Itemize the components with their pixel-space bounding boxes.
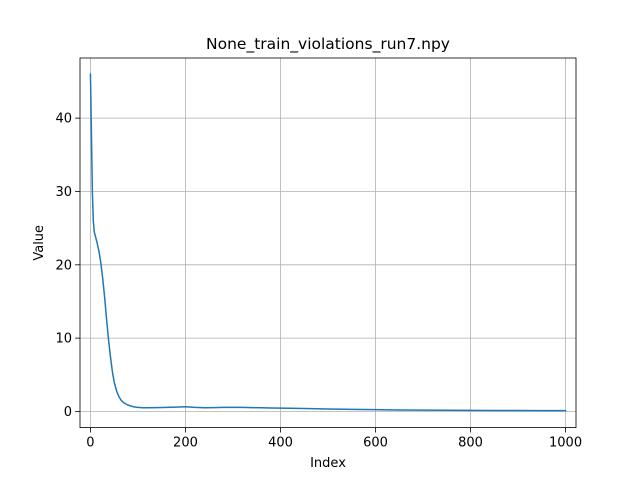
y-tick-label: 30 [55, 185, 72, 200]
ticks: 0 200 400 600 800 1000 0 10 20 30 40 [55, 112, 582, 451]
plot-frame [79, 57, 577, 429]
series-line [89, 73, 567, 412]
x-tick-label: 0 [86, 436, 94, 451]
series-layer [89, 73, 567, 412]
x-axis-label: Index [310, 456, 346, 471]
y-tick-label: 40 [55, 112, 72, 127]
y-tick-label: 10 [55, 332, 72, 347]
grid [80, 58, 576, 428]
y-axis-label: Value [32, 225, 47, 261]
chart-title: None_train_violations_run7.npy [206, 35, 450, 54]
y-tick-label: 0 [64, 405, 72, 420]
y-tick-label: 20 [55, 258, 72, 273]
x-tick-label: 200 [173, 436, 198, 451]
x-tick-label: 600 [363, 436, 388, 451]
x-tick-label: 400 [268, 436, 293, 451]
x-tick-label: 1000 [549, 436, 582, 451]
x-tick-label: 800 [458, 436, 483, 451]
